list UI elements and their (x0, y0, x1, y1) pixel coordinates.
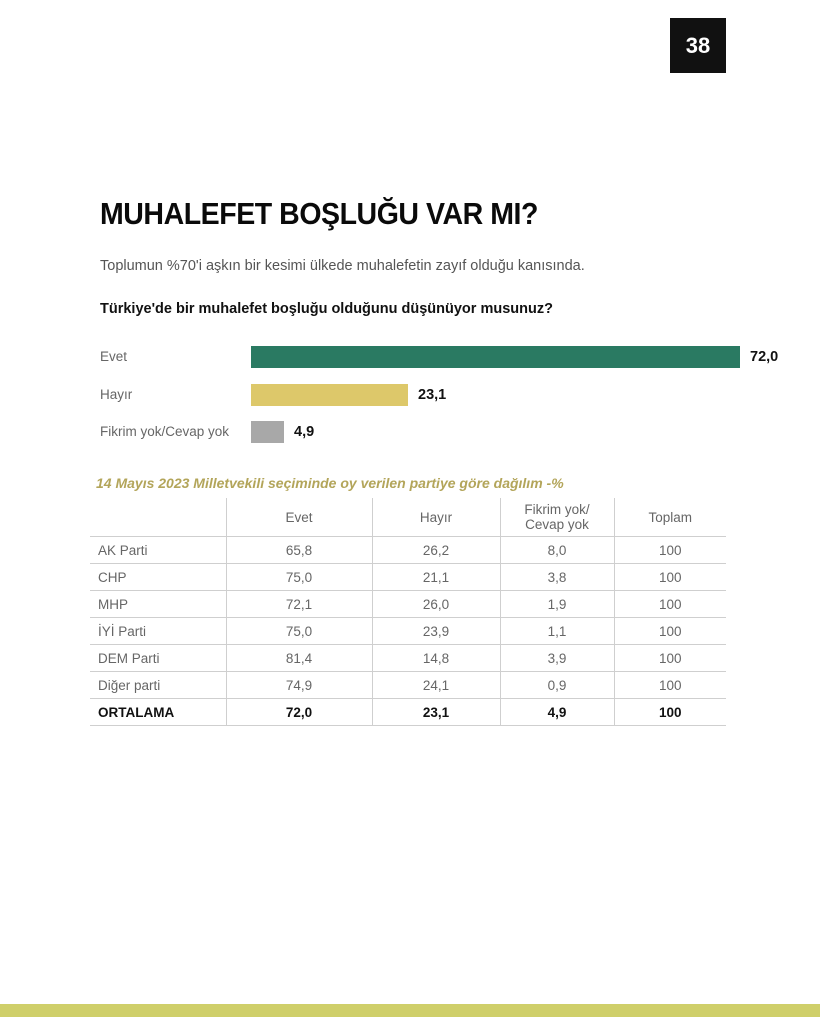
value-cell: 75,0 (225, 617, 372, 645)
table-title: 14 Mayıs 2023 Milletvekili seçiminde oy … (96, 475, 564, 491)
row-label-cell: CHP (90, 563, 226, 591)
value-cell: 72,1 (225, 590, 372, 618)
value-cell: 14,8 (371, 644, 500, 672)
value-cell: 3,8 (499, 563, 614, 591)
value-cell: 3,9 (499, 644, 614, 672)
table-row: MHP 72,1 26,0 1,9 100 (90, 590, 726, 618)
bar-category-label: Fikrim yok/Cevap yok (100, 424, 230, 439)
value-cell: 26,0 (371, 590, 500, 618)
value-cell: 75,0 (225, 563, 372, 591)
row-label-cell: ORTALAMA (90, 698, 226, 726)
value-cell: 4,9 (499, 698, 614, 726)
chart-title: Türkiye'de bir muhalefet boşluğu olduğun… (100, 301, 553, 317)
value-cell: 100 (613, 617, 726, 645)
bar (251, 421, 284, 443)
bar (251, 346, 740, 368)
value-cell: 100 (613, 671, 726, 699)
bar-value-label: 23,1 (418, 387, 447, 403)
row-label-cell: AK Parti (90, 536, 226, 564)
table-header-cell: Hayır (371, 498, 500, 537)
bar-row: Hayır 23,1 (100, 384, 740, 406)
footer-band (0, 1004, 820, 1017)
page-number: 38 (670, 18, 726, 73)
table-row: CHP 75,0 21,1 3,8 100 (90, 563, 726, 591)
value-cell: 8,0 (499, 536, 614, 564)
value-cell: 100 (613, 563, 726, 591)
value-cell: 0,9 (499, 671, 614, 699)
value-cell: 100 (613, 536, 726, 564)
table-row: AK Parti 65,8 26,2 8,0 100 (90, 536, 726, 564)
table-row: ORTALAMA 72,0 23,1 4,9 100 (90, 698, 726, 726)
bar-category-label: Hayır (100, 387, 133, 402)
row-label-cell: DEM Parti (90, 644, 226, 672)
table-header-row: Evet Hayır Fikrim yok/ Cevap yok Toplam (90, 498, 726, 537)
value-cell: 100 (613, 590, 726, 618)
value-cell: 23,9 (371, 617, 500, 645)
table-header-cell: Evet (225, 498, 372, 537)
table-header-cell: Fikrim yok/ Cevap yok (499, 498, 614, 537)
bar-row: Fikrim yok/Cevap yok 4,9 (100, 421, 740, 443)
value-cell: 100 (613, 698, 726, 726)
value-cell: 100 (613, 644, 726, 672)
value-cell: 74,9 (225, 671, 372, 699)
bar-value-label: 4,9 (294, 424, 315, 440)
value-cell: 26,2 (371, 536, 500, 564)
bar (251, 384, 408, 406)
page-subtitle: Toplumun %70'i aşkın bir kesimi ülkede m… (100, 258, 585, 274)
bar-category-label: Evet (100, 349, 128, 364)
bar-row: Evet 72,0 (100, 346, 778, 368)
value-cell: 24,1 (371, 671, 500, 699)
table-row: DEM Parti 81,4 14,8 3,9 100 (90, 644, 726, 672)
bar-value-label: 72,0 (750, 349, 779, 365)
value-cell: 65,8 (225, 536, 372, 564)
row-label-cell: MHP (90, 590, 226, 618)
table-row: Diğer parti 74,9 24,1 0,9 100 (90, 671, 726, 699)
distribution-table: Evet Hayır Fikrim yok/ Cevap yok Toplam AK … (90, 498, 726, 726)
value-cell: 21,1 (371, 563, 500, 591)
value-cell: 23,1 (371, 698, 500, 726)
table-row: İYİ Parti 75,0 23,9 1,1 100 (90, 617, 726, 645)
row-label-cell: Diğer parti (90, 671, 226, 699)
value-cell: 1,1 (499, 617, 614, 645)
page-title: MUHALEFET BOŞLUĞU VAR MI? (100, 196, 538, 231)
row-label-cell: İYİ Parti (90, 617, 226, 645)
value-cell: 81,4 (225, 644, 372, 672)
table-header-cell: Toplam (613, 498, 726, 537)
value-cell: 1,9 (499, 590, 614, 618)
table-header-cell (90, 498, 226, 537)
value-cell: 72,0 (225, 698, 372, 726)
